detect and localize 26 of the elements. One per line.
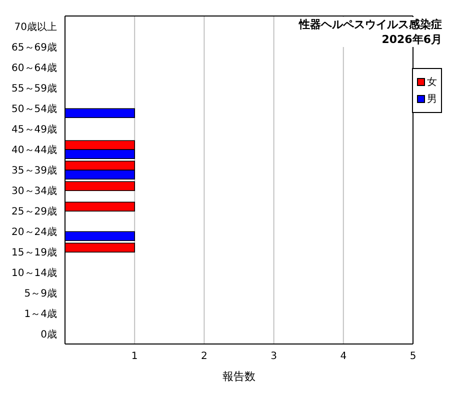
y-tick-label: 0歳 <box>40 328 57 340</box>
y-tick-label: 50～54歳 <box>12 102 57 115</box>
y-tick-label: 5～9歳 <box>24 287 57 300</box>
y-tick-label: 25～29歳 <box>12 205 57 218</box>
y-tick-label: 40～44歳 <box>12 144 57 156</box>
legend-label: 女 <box>427 76 437 89</box>
x-tick-label: 4 <box>340 351 347 362</box>
y-tick-label: 60～64歳 <box>12 62 57 74</box>
x-axis-title: 報告数 <box>222 370 256 383</box>
y-tick-label: 1～4歳 <box>24 308 57 320</box>
y-tick-label: 20～24歳 <box>12 226 57 238</box>
y-tick-label: 70歳以上 <box>14 20 57 33</box>
y-tick-label: 30～34歳 <box>12 184 57 197</box>
y-tick-label: 10～14歳 <box>12 266 57 279</box>
chart-title: 性器ヘルペスウイルス感染症 <box>299 17 442 32</box>
x-tick-label: 3 <box>270 351 277 362</box>
legend-label: 男 <box>427 93 437 106</box>
x-tick-label: 1 <box>131 351 138 362</box>
x-tick-label: 2 <box>201 351 208 362</box>
y-tick-label: 65～69歳 <box>12 41 57 54</box>
y-tick-label: 15～19歳 <box>12 246 57 258</box>
x-tick-label: 5 <box>410 351 416 362</box>
y-tick-label: 55～59歳 <box>12 82 57 94</box>
y-tick-label: 35～39歳 <box>12 164 57 176</box>
text: 2026年6月 <box>380 32 442 47</box>
y-tick-label: 45～49歳 <box>12 123 57 136</box>
